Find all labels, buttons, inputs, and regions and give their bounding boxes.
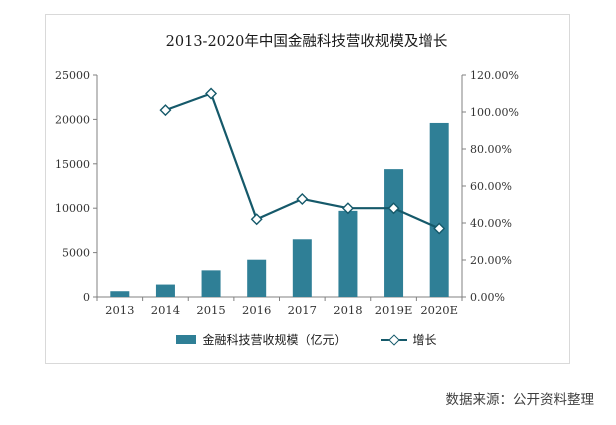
right-axis-label: 100.00% [470,106,519,119]
left-axis-label: 25000 [55,69,90,82]
growth-marker-icon [387,202,400,215]
left-axis-label: 15000 [55,158,90,171]
right-axis-label: 80.00% [470,143,512,156]
growth-marker-icon [250,213,263,226]
legend-item-revenue: 金融科技营收规模（亿元） [176,331,347,348]
right-axis-label: 0.00% [470,291,505,304]
bar-2013 [110,291,130,297]
left-axis-label: 5000 [62,247,90,260]
legend-item-growth: 增长 [380,331,437,348]
legend-label-revenue: 金融科技营收规模（亿元） [202,333,347,347]
line-swatch-icon [380,334,407,346]
growth-marker-icon [205,87,218,100]
bar-2017 [292,239,312,297]
growth-marker-icon [296,192,309,205]
x-axis-category-label: 2013 [105,303,134,317]
bar-2016 [247,259,267,297]
right-axis-label: 40.00% [470,217,512,230]
bar-2014 [155,284,175,297]
left-axis-label: 20000 [55,113,90,126]
x-axis-category-label: 2015 [196,303,225,317]
x-axis-category-label: 2020E [420,303,458,317]
bar-2019E [384,169,404,297]
left-axis-label: 10000 [55,202,90,215]
chart-frame [45,14,570,364]
right-axis-label: 20.00% [470,254,512,267]
x-axis-category-label: 2018 [333,303,362,317]
chart-title: 2013-2020年中国金融科技营收规模及增长 [165,34,448,50]
growth-marker-icon [159,104,172,117]
bar-2018 [338,210,358,297]
source-text: 数据来源：公开资料整理 [445,392,595,408]
legend-label-growth: 增长 [412,333,437,347]
right-axis-label: 60.00% [470,180,512,193]
growth-marker-icon [341,202,354,215]
bar-2015 [201,270,221,297]
right-axis-label: 120.00% [470,69,519,82]
x-axis-category-label: 2017 [288,303,317,317]
legend: 金融科技营收规模（亿元） 增长 [45,331,568,348]
growth-marker-icon [433,222,446,235]
x-axis-category-label: 2016 [242,303,271,317]
left-axis-label: 0 [83,291,90,304]
bar-2020E [429,122,449,298]
bar-swatch-icon [176,335,197,344]
x-axis-category-label: 2014 [151,303,180,317]
x-axis-category-label: 2019E [375,303,413,317]
